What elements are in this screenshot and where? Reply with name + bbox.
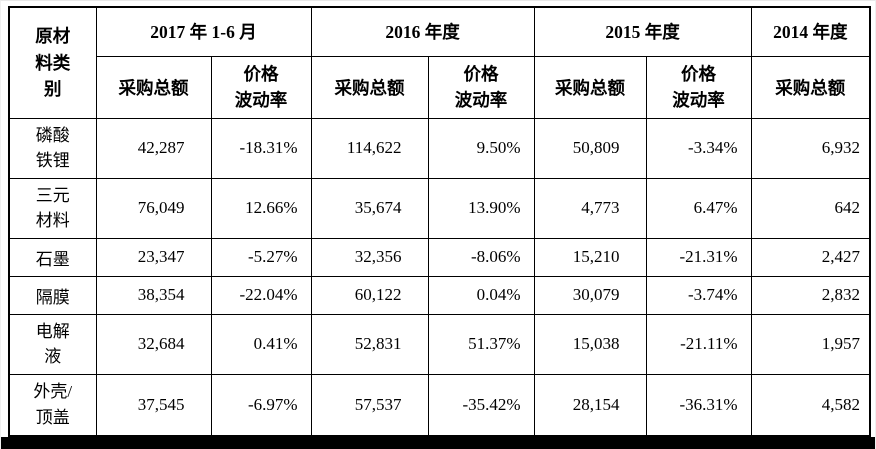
cell-amount: 42,287	[95, 117, 212, 179]
cell-volatility: -21.31%	[645, 237, 752, 277]
bottom-divider-bar	[1, 437, 875, 449]
cell-amount: 15,038	[533, 313, 647, 375]
cell-volatility: -5.27%	[210, 237, 312, 277]
cell-volatility: -3.74%	[645, 275, 752, 315]
cell-amount: 52,831	[310, 313, 429, 375]
cell-amount: 30,079	[533, 275, 647, 315]
cell-volatility: -35.42%	[427, 373, 535, 437]
cell-amount: 4,582	[750, 373, 871, 437]
cell-volatility: 13.90%	[427, 177, 535, 239]
subheader-amount-2014: 采购总额	[750, 55, 871, 119]
cell-volatility: 6.47%	[645, 177, 752, 239]
header-row-periods: 原材 料类 别 2017 年 1-6 月 2016 年度 2015 年度 201…	[8, 6, 871, 119]
cell-amount: 60,122	[310, 275, 429, 315]
header-period-2015: 2015 年度	[533, 6, 752, 57]
cell-amount: 6,932	[750, 117, 871, 179]
header-row-metrics: 采购总额 价格 波动率 采购总额 价格 波动率 采购总额 价格 波动率 采购总额	[9, 55, 871, 119]
cell-amount: 2,427	[750, 237, 871, 277]
subheader-amount-2015: 采购总额	[533, 55, 647, 119]
row-label: 三元 材料	[8, 177, 97, 239]
table-row: 外壳/ 顶盖 37,545 -6.97% 57,537 -35.42% 28,1…	[8, 373, 871, 437]
table-row: 石墨 23,347 -5.27% 32,356 -8.06% 15,210 -2…	[8, 237, 871, 277]
row-label: 石墨	[8, 237, 97, 277]
cell-amount: 37,545	[95, 373, 212, 437]
table-row: 隔膜 38,354 -22.04% 60,122 0.04% 30,079 -3…	[8, 275, 871, 315]
cell-amount: 50,809	[533, 117, 647, 179]
cell-volatility: -6.97%	[210, 373, 312, 437]
row-label: 外壳/ 顶盖	[8, 373, 97, 437]
cell-amount: 38,354	[95, 275, 212, 315]
procurement-table: 原材 料类 别 2017 年 1-6 月 2016 年度 2015 年度 201…	[8, 6, 872, 437]
cell-volatility: -8.06%	[427, 237, 535, 277]
cell-amount: 642	[750, 177, 871, 239]
cell-volatility: -18.31%	[210, 117, 312, 179]
cell-volatility: -36.31%	[645, 373, 752, 437]
cell-volatility: -21.11%	[645, 313, 752, 375]
cell-volatility: 0.04%	[427, 275, 535, 315]
cell-volatility: 0.41%	[210, 313, 312, 375]
cell-amount: 4,773	[533, 177, 647, 239]
cell-volatility: -3.34%	[645, 117, 752, 179]
row-label: 电解 液	[8, 313, 97, 375]
header-material-category: 原材 料类 别	[8, 6, 97, 119]
subheader-volatility-2015: 价格 波动率	[645, 55, 752, 119]
cell-amount: 114,622	[310, 117, 429, 179]
subheader-volatility-2017: 价格 波动率	[210, 55, 312, 119]
table-row: 三元 材料 76,049 12.66% 35,674 13.90% 4,773 …	[8, 177, 871, 239]
cell-amount: 57,537	[310, 373, 429, 437]
header-period-2014: 2014 年度	[750, 6, 871, 57]
table-row: 磷酸 铁锂 42,287 -18.31% 114,622 9.50% 50,80…	[8, 117, 871, 179]
cell-amount: 23,347	[95, 237, 212, 277]
cell-amount: 1,957	[750, 313, 871, 375]
cell-amount: 15,210	[533, 237, 647, 277]
subheader-amount-2017: 采购总额	[95, 55, 212, 119]
header-period-2016: 2016 年度	[310, 6, 535, 57]
cell-volatility: 12.66%	[210, 177, 312, 239]
cell-volatility: 9.50%	[427, 117, 535, 179]
subheader-amount-2016: 采购总额	[310, 55, 429, 119]
cell-amount: 32,356	[310, 237, 429, 277]
cell-amount: 2,832	[750, 275, 871, 315]
cell-volatility: -22.04%	[210, 275, 312, 315]
cell-amount: 32,684	[95, 313, 212, 375]
row-label: 隔膜	[8, 275, 97, 315]
table-row: 电解 液 32,684 0.41% 52,831 51.37% 15,038 -…	[8, 313, 871, 375]
cell-amount: 35,674	[310, 177, 429, 239]
header-period-2017: 2017 年 1-6 月	[95, 6, 312, 57]
cell-amount: 76,049	[95, 177, 212, 239]
subheader-volatility-2016: 价格 波动率	[427, 55, 535, 119]
cell-volatility: 51.37%	[427, 313, 535, 375]
cell-amount: 28,154	[533, 373, 647, 437]
row-label: 磷酸 铁锂	[8, 117, 97, 179]
